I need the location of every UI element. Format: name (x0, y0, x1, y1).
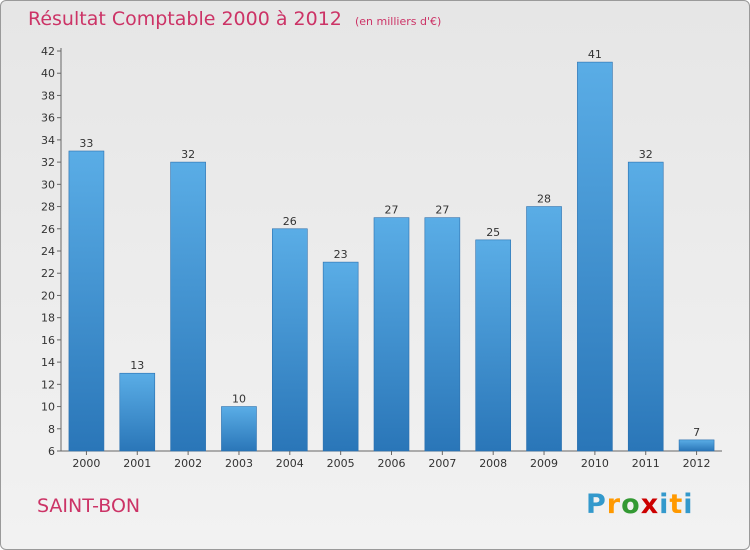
bar-value-label: 10 (232, 393, 246, 406)
y-tick-label: 24 (41, 245, 55, 258)
y-tick-label: 38 (41, 89, 55, 102)
x-tick-label: 2010 (581, 457, 609, 470)
x-tick-label: 2011 (632, 457, 660, 470)
y-tick-label: 40 (41, 67, 55, 80)
bar (221, 406, 257, 452)
y-tick-label: 32 (41, 156, 55, 169)
bar-value-label: 26 (283, 215, 297, 228)
bar (577, 61, 613, 452)
x-tick-label: 2000 (72, 457, 100, 470)
logo-letter: P (586, 489, 607, 520)
bar-value-label: 13 (130, 359, 144, 372)
y-tick-label: 10 (41, 401, 55, 414)
x-tick-label: 2012 (683, 457, 711, 470)
logo-letter: o (621, 489, 641, 520)
x-tick-label: 2003 (225, 457, 253, 470)
y-tick-label: 18 (41, 312, 55, 325)
bar (475, 239, 511, 452)
bar-value-label: 32 (181, 148, 195, 161)
bar-value-label: 27 (385, 204, 399, 217)
logo-letter: x (640, 489, 660, 520)
logo-letter: i (659, 489, 670, 520)
y-tick-label: 36 (41, 112, 55, 125)
y-tick-label: 20 (41, 289, 55, 302)
x-tick-label: 2007 (428, 457, 456, 470)
x-tick-label: 2009 (530, 457, 558, 470)
bar (678, 439, 715, 452)
bar-value-label: 33 (79, 137, 93, 150)
y-tick-label: 6 (48, 445, 55, 458)
bar (170, 161, 206, 452)
proxiti-logo: Proxiti (586, 489, 694, 520)
bar-value-label: 28 (537, 193, 551, 206)
bar (526, 206, 562, 452)
bar (322, 261, 359, 452)
y-tick-label: 28 (41, 201, 55, 214)
bar (119, 372, 156, 452)
y-tick-label: 34 (41, 134, 55, 147)
x-tick-label: 2002 (174, 457, 202, 470)
y-tick-label: 14 (41, 356, 55, 369)
bar (627, 161, 664, 452)
bar (424, 217, 461, 452)
y-tick-label: 22 (41, 267, 55, 280)
y-tick-label: 8 (48, 423, 55, 436)
commune-name: SAINT-BON (37, 495, 141, 517)
y-tick-label: 30 (41, 178, 55, 191)
bar (373, 217, 410, 452)
bar (68, 150, 105, 452)
y-tick-label: 42 (41, 45, 55, 58)
bar-value-label: 25 (486, 226, 500, 239)
logo-letter: r (606, 489, 622, 520)
chart-title-block: Résultat Comptable 2000 à 2012 (en milli… (28, 8, 441, 30)
logo-letter: i (683, 489, 694, 520)
chart-subtitle: (en milliers d'€) (354, 15, 442, 28)
logo-letter: t (669, 489, 684, 520)
x-tick-label: 2008 (479, 457, 507, 470)
chart-title: Résultat Comptable 2000 à 2012 (28, 8, 342, 30)
x-tick-label: 2004 (276, 457, 304, 470)
bar-value-label: 7 (693, 426, 700, 439)
x-tick-label: 2006 (378, 457, 406, 470)
bar-value-label: 32 (639, 148, 653, 161)
bar-value-label: 41 (588, 48, 602, 61)
x-tick-label: 2005 (327, 457, 355, 470)
bar-value-label: 27 (435, 204, 449, 217)
bar-value-label: 23 (334, 248, 348, 261)
y-tick-label: 12 (41, 378, 55, 391)
bar (272, 228, 308, 452)
y-tick-label: 16 (41, 334, 55, 347)
y-tick-label: 26 (41, 223, 55, 236)
x-tick-label: 2001 (123, 457, 151, 470)
